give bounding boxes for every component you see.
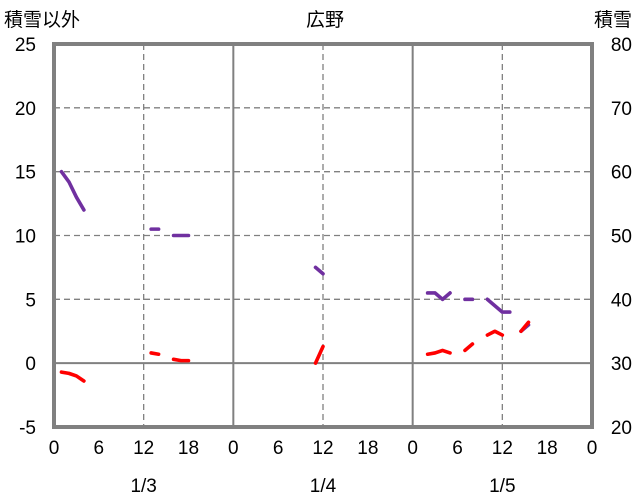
x-tick-label: 18 [357, 438, 378, 459]
right-tick-label: 60 [611, 163, 632, 184]
x-tick-label: 12 [312, 438, 333, 459]
series-line-segment [171, 357, 191, 363]
series-line-segment [485, 329, 505, 337]
x-tick-label: 0 [587, 438, 598, 459]
left-axis-title: 積雪以外 [4, 9, 80, 31]
series-line-segment [313, 265, 325, 276]
x-tick-label: 18 [537, 438, 558, 459]
chart-title: 広野 [306, 9, 344, 31]
right-tick-label: 50 [611, 227, 632, 248]
x-tick-label: 18 [178, 438, 199, 459]
x-tick-label: 6 [273, 438, 284, 459]
series-0 [59, 169, 531, 334]
x-tick-label: 12 [133, 438, 154, 459]
right-tick-label: 70 [611, 99, 632, 120]
left-tick-label: 5 [25, 290, 36, 311]
series-line-segment [149, 351, 161, 357]
left-tick-label: 10 [15, 227, 36, 248]
series-line-segment [425, 291, 452, 302]
series-line-segment [313, 344, 325, 365]
right-axis-title: 積雪 [594, 9, 632, 31]
x-tick-label: 12 [492, 438, 513, 459]
left-tick-label: -5 [19, 418, 36, 439]
series-line-segment [59, 370, 86, 383]
grid [54, 44, 592, 427]
right-tick-label: 20 [611, 418, 632, 439]
plot-frame [52, 42, 594, 429]
x-tick-label: 6 [94, 438, 105, 459]
series-layer [59, 169, 531, 383]
x-tick-label: 0 [49, 438, 60, 459]
right-tick-label: 40 [611, 290, 632, 311]
right-tick-label: 80 [611, 35, 632, 56]
left-tick-label: 20 [15, 99, 36, 120]
x-tick-label: 6 [452, 438, 463, 459]
date-label: 1/3 [130, 476, 156, 497]
right-tick-label: 30 [611, 354, 632, 375]
series-1 [59, 320, 531, 383]
left-tick-label: 15 [15, 163, 36, 184]
left-tick-label: 25 [15, 35, 36, 56]
series-line-segment [519, 320, 531, 334]
left-tick-label: 0 [25, 354, 36, 375]
date-label: 1/4 [310, 476, 337, 497]
date-label: 1/5 [489, 476, 515, 497]
series-line-segment [463, 342, 475, 353]
x-tick-label: 0 [228, 438, 239, 459]
x-tick-label: 0 [407, 438, 418, 459]
series-line-segment [59, 169, 86, 212]
series-line-segment [485, 297, 512, 314]
series-line-segment [425, 348, 452, 357]
